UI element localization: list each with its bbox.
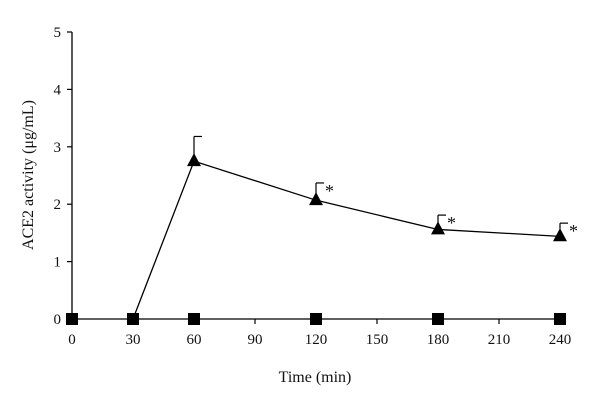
square-marker-4 bbox=[432, 313, 444, 325]
triangle-marker-4 bbox=[553, 228, 567, 242]
y-tick-label-3: 3 bbox=[54, 140, 62, 156]
square-marker-0 bbox=[66, 313, 78, 325]
x-tick-label-7: 210 bbox=[488, 332, 511, 348]
x-tick-label-3: 90 bbox=[248, 332, 263, 348]
significance-mark-4: * bbox=[569, 221, 578, 241]
y-tick-label-5: 5 bbox=[54, 25, 62, 41]
error-bars bbox=[193, 135, 568, 237]
x-tick-label-5: 150 bbox=[366, 332, 389, 348]
annotations: * * * bbox=[325, 181, 578, 241]
x-tick-label-4: 120 bbox=[305, 332, 328, 348]
markers bbox=[66, 153, 567, 325]
y-tick-label-0: 0 bbox=[54, 312, 62, 328]
significance-mark-3: * bbox=[447, 213, 456, 233]
y-tick-label-4: 4 bbox=[54, 82, 62, 98]
series-lines bbox=[132, 160, 561, 320]
x-tick-label-2: 60 bbox=[187, 332, 202, 348]
series-line-0 bbox=[132, 160, 561, 320]
x-tick-label-1: 30 bbox=[126, 332, 141, 348]
square-marker-1 bbox=[127, 313, 139, 325]
triangle-marker-3 bbox=[431, 221, 445, 235]
x-tick-label-8: 240 bbox=[549, 332, 572, 348]
square-marker-3 bbox=[310, 313, 322, 325]
axes bbox=[71, 32, 560, 320]
x-tick-label-0: 0 bbox=[68, 332, 76, 348]
triangle-marker-1 bbox=[187, 153, 201, 167]
square-marker-5 bbox=[554, 313, 566, 325]
square-marker-2 bbox=[188, 313, 200, 325]
x-axis-title: Time (min) bbox=[279, 369, 352, 386]
triangle-marker-2 bbox=[309, 192, 323, 206]
y-tick-label-1: 1 bbox=[54, 255, 62, 271]
significance-mark-2: * bbox=[325, 181, 334, 201]
x-tick-label-6: 180 bbox=[427, 332, 450, 348]
y-axis-title: ACE2 activity (μg/mL) bbox=[20, 100, 37, 250]
y-tick-label-2: 2 bbox=[54, 197, 62, 213]
ticks: 0 30 60 90 120 150 180 210 240 0 1 2 3 4 5 bbox=[54, 25, 572, 348]
